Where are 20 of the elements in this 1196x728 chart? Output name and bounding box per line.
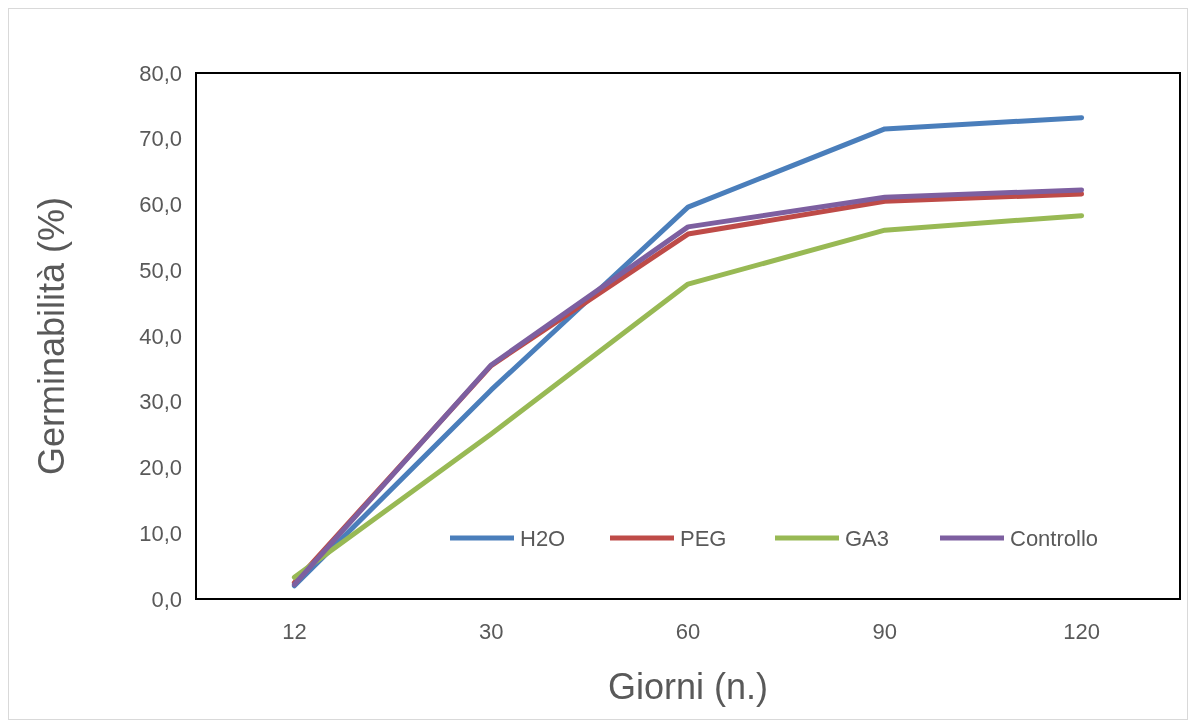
x-tick-label: 12 bbox=[282, 619, 307, 644]
y-tick-label: 0,0 bbox=[151, 586, 182, 612]
legend-label: H2O bbox=[520, 525, 566, 551]
y-tick-label: 40,0 bbox=[139, 323, 182, 349]
y-tick-label: 30,0 bbox=[139, 389, 182, 415]
y-tick-label: 50,0 bbox=[139, 257, 182, 283]
y-tick-label: 80,0 bbox=[139, 60, 182, 86]
x-tick-label: 120 bbox=[1063, 619, 1100, 644]
legend-label: GA3 bbox=[845, 525, 890, 551]
y-tick-label: 60,0 bbox=[139, 192, 182, 218]
x-axis-title: Giorni (n.) bbox=[607, 666, 769, 707]
legend-label: Controllo bbox=[1010, 525, 1099, 551]
x-tick-label: 30 bbox=[478, 619, 504, 644]
y-axis-title: Germinabilità (%) bbox=[31, 196, 72, 476]
x-tick-label: 90 bbox=[872, 619, 898, 644]
legend-label: PEG bbox=[680, 525, 727, 551]
x-tick-label: 60 bbox=[675, 619, 701, 644]
y-tick-label: 20,0 bbox=[139, 455, 182, 481]
y-tick-label: 70,0 bbox=[139, 126, 182, 152]
y-tick-label: 10,0 bbox=[139, 520, 182, 546]
